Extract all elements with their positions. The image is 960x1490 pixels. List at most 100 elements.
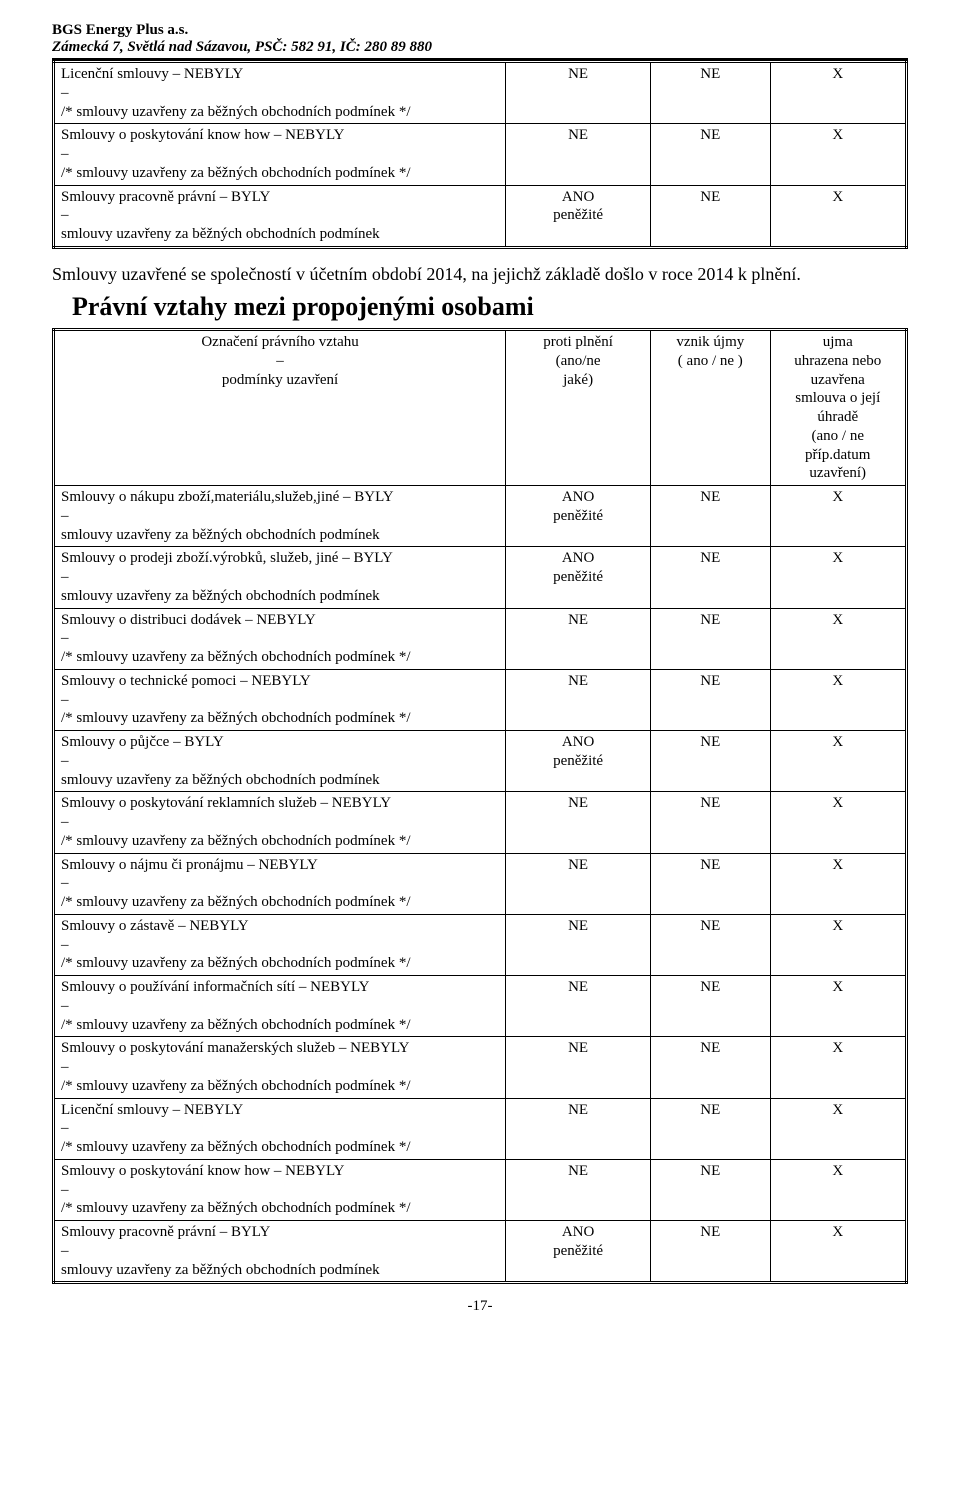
cell-compensation: X xyxy=(770,185,907,247)
row-title: Smlouvy pracovně právní – BYLY xyxy=(61,188,499,207)
row-title: Smlouvy o zástavě – NEBYLY xyxy=(61,917,499,936)
cell-c4-value: X xyxy=(777,978,900,997)
table-contracts-cont: Licenční smlouvy – NEBYLY–/* smlouvy uza… xyxy=(52,60,908,249)
cell-c2a: NE xyxy=(512,794,644,813)
row-dash: – xyxy=(61,1181,499,1200)
cell-description: Smlouvy o nákupu zboží,materiálu,služeb,… xyxy=(54,486,506,547)
cell-c3-value: NE xyxy=(657,549,763,568)
head-c1c: podmínky uzavření xyxy=(61,371,499,390)
cell-description: Smlouvy o poskytování reklamních služeb … xyxy=(54,792,506,853)
cell-c2a: NE xyxy=(512,1039,644,1058)
cell-consideration: NE xyxy=(506,976,651,1037)
table-row: Licenční smlouvy – NEBYLY–/* smlouvy uza… xyxy=(54,1098,907,1159)
head-c2b: (ano/ne xyxy=(512,352,644,371)
cell-description: Smlouvy o poskytování manažerských služe… xyxy=(54,1037,506,1098)
table-row: Smlouvy o poskytování know how – NEBYLY–… xyxy=(54,1159,907,1220)
cell-c2a: NE xyxy=(512,65,644,84)
cell-c3-value: NE xyxy=(657,856,763,875)
row-condition: /* smlouvy uzavřeny za běžných obchodníc… xyxy=(61,1077,499,1096)
cell-consideration: ANOpeněžité xyxy=(506,731,651,792)
cell-c3-value: NE xyxy=(657,917,763,936)
cell-harm: NE xyxy=(651,853,770,914)
head-col-consideration: proti plnění (ano/ne jaké) xyxy=(506,330,651,486)
cell-consideration: ANOpeněžité xyxy=(506,185,651,247)
cell-consideration: NE xyxy=(506,124,651,185)
cell-consideration: NE xyxy=(506,669,651,730)
head-c4h: uzavření) xyxy=(777,464,900,483)
row-title: Smlouvy o poskytování know how – NEBYLY xyxy=(61,1162,499,1181)
table-row: Smlouvy o poskytování know how – NEBYLY–… xyxy=(54,124,907,185)
table-row: Smlouvy o technické pomoci – NEBYLY–/* s… xyxy=(54,669,907,730)
cell-c3-value: NE xyxy=(657,188,763,207)
row-title: Smlouvy pracovně právní – BYLY xyxy=(61,1223,499,1242)
cell-harm: NE xyxy=(651,792,770,853)
cell-consideration: NE xyxy=(506,1159,651,1220)
cell-harm: NE xyxy=(651,914,770,975)
cell-c4-value: X xyxy=(777,1101,900,1120)
cell-c2b: peněžité xyxy=(512,752,644,771)
row-title: Licenční smlouvy – NEBYLY xyxy=(61,65,499,84)
cell-compensation: X xyxy=(770,547,907,608)
cell-c2a: NE xyxy=(512,611,644,630)
row-condition: /* smlouvy uzavřeny za běžných obchodníc… xyxy=(61,648,499,667)
table-row: Smlouvy o prodeji zboží.výrobků, služeb,… xyxy=(54,547,907,608)
row-title: Smlouvy o nákupu zboží,materiálu,služeb,… xyxy=(61,488,499,507)
row-title: Smlouvy o poskytování know how – NEBYLY xyxy=(61,126,499,145)
row-dash: – xyxy=(61,1242,499,1261)
table-legal-relations: Označení právního vztahu – podmínky uzav… xyxy=(52,328,908,1284)
row-condition: smlouvy uzavřeny za běžných obchodních p… xyxy=(61,587,499,606)
cell-harm: NE xyxy=(651,62,770,124)
cell-c2a: NE xyxy=(512,856,644,875)
cell-c4-value: X xyxy=(777,1039,900,1058)
head-col-harm: vznik újmy ( ano / ne ) xyxy=(651,330,770,486)
cell-description: Smlouvy o poskytování know how – NEBYLY–… xyxy=(54,1159,506,1220)
cell-compensation: X xyxy=(770,792,907,853)
cell-compensation: X xyxy=(770,669,907,730)
table-row: Smlouvy o nákupu zboží,materiálu,služeb,… xyxy=(54,486,907,547)
cell-c4-value: X xyxy=(777,856,900,875)
cell-c2a: ANO xyxy=(512,733,644,752)
table-row: Smlouvy pracovně právní – BYLY–smlouvy u… xyxy=(54,1221,907,1283)
row-dash: – xyxy=(61,507,499,526)
head-col-compensation: ujma uhrazena nebo uzavřena smlouva o je… xyxy=(770,330,907,486)
row-condition: /* smlouvy uzavřeny za běžných obchodníc… xyxy=(61,893,499,912)
cell-harm: NE xyxy=(651,547,770,608)
head-c4g: příp.datum xyxy=(777,446,900,465)
cell-c2a: NE xyxy=(512,126,644,145)
cell-c3-value: NE xyxy=(657,488,763,507)
cell-c4-value: X xyxy=(777,611,900,630)
row-dash: – xyxy=(61,629,499,648)
cell-consideration: NE xyxy=(506,1037,651,1098)
cell-harm: NE xyxy=(651,124,770,185)
table-row: Smlouvy o poskytování reklamních služeb … xyxy=(54,792,907,853)
cell-consideration: NE xyxy=(506,853,651,914)
cell-compensation: X xyxy=(770,1221,907,1283)
cell-description: Licenční smlouvy – NEBYLY–/* smlouvy uza… xyxy=(54,1098,506,1159)
row-title: Smlouvy o distribuci dodávek – NEBYLY xyxy=(61,611,499,630)
row-title: Smlouvy o půjčce – BYLY xyxy=(61,733,499,752)
row-dash: – xyxy=(61,568,499,587)
cell-c4-value: X xyxy=(777,488,900,507)
row-condition: /* smlouvy uzavřeny za běžných obchodníc… xyxy=(61,103,499,122)
cell-c3-value: NE xyxy=(657,978,763,997)
cell-compensation: X xyxy=(770,124,907,185)
row-dash: – xyxy=(61,1058,499,1077)
head-c2a: proti plnění xyxy=(512,333,644,352)
cell-c3-value: NE xyxy=(657,1162,763,1181)
cell-c4-value: X xyxy=(777,672,900,691)
row-condition: smlouvy uzavřeny za běžných obchodních p… xyxy=(61,1261,499,1280)
cell-c2b: peněžité xyxy=(512,206,644,225)
cell-compensation: X xyxy=(770,731,907,792)
cell-description: Smlouvy o půjčce – BYLY–smlouvy uzavřeny… xyxy=(54,731,506,792)
table-row: Smlouvy o nájmu či pronájmu – NEBYLY–/* … xyxy=(54,853,907,914)
cell-c2a: ANO xyxy=(512,488,644,507)
cell-c2b: peněžité xyxy=(512,568,644,587)
cell-description: Smlouvy o distribuci dodávek – NEBYLY–/*… xyxy=(54,608,506,669)
cell-compensation: X xyxy=(770,1098,907,1159)
cell-compensation: X xyxy=(770,486,907,547)
cell-consideration: NE xyxy=(506,914,651,975)
cell-c3-value: NE xyxy=(657,1101,763,1120)
row-condition: /* smlouvy uzavřeny za běžných obchodníc… xyxy=(61,954,499,973)
head-col-relation: Označení právního vztahu – podmínky uzav… xyxy=(54,330,506,486)
cell-description: Smlouvy o zástavě – NEBYLY–/* smlouvy uz… xyxy=(54,914,506,975)
